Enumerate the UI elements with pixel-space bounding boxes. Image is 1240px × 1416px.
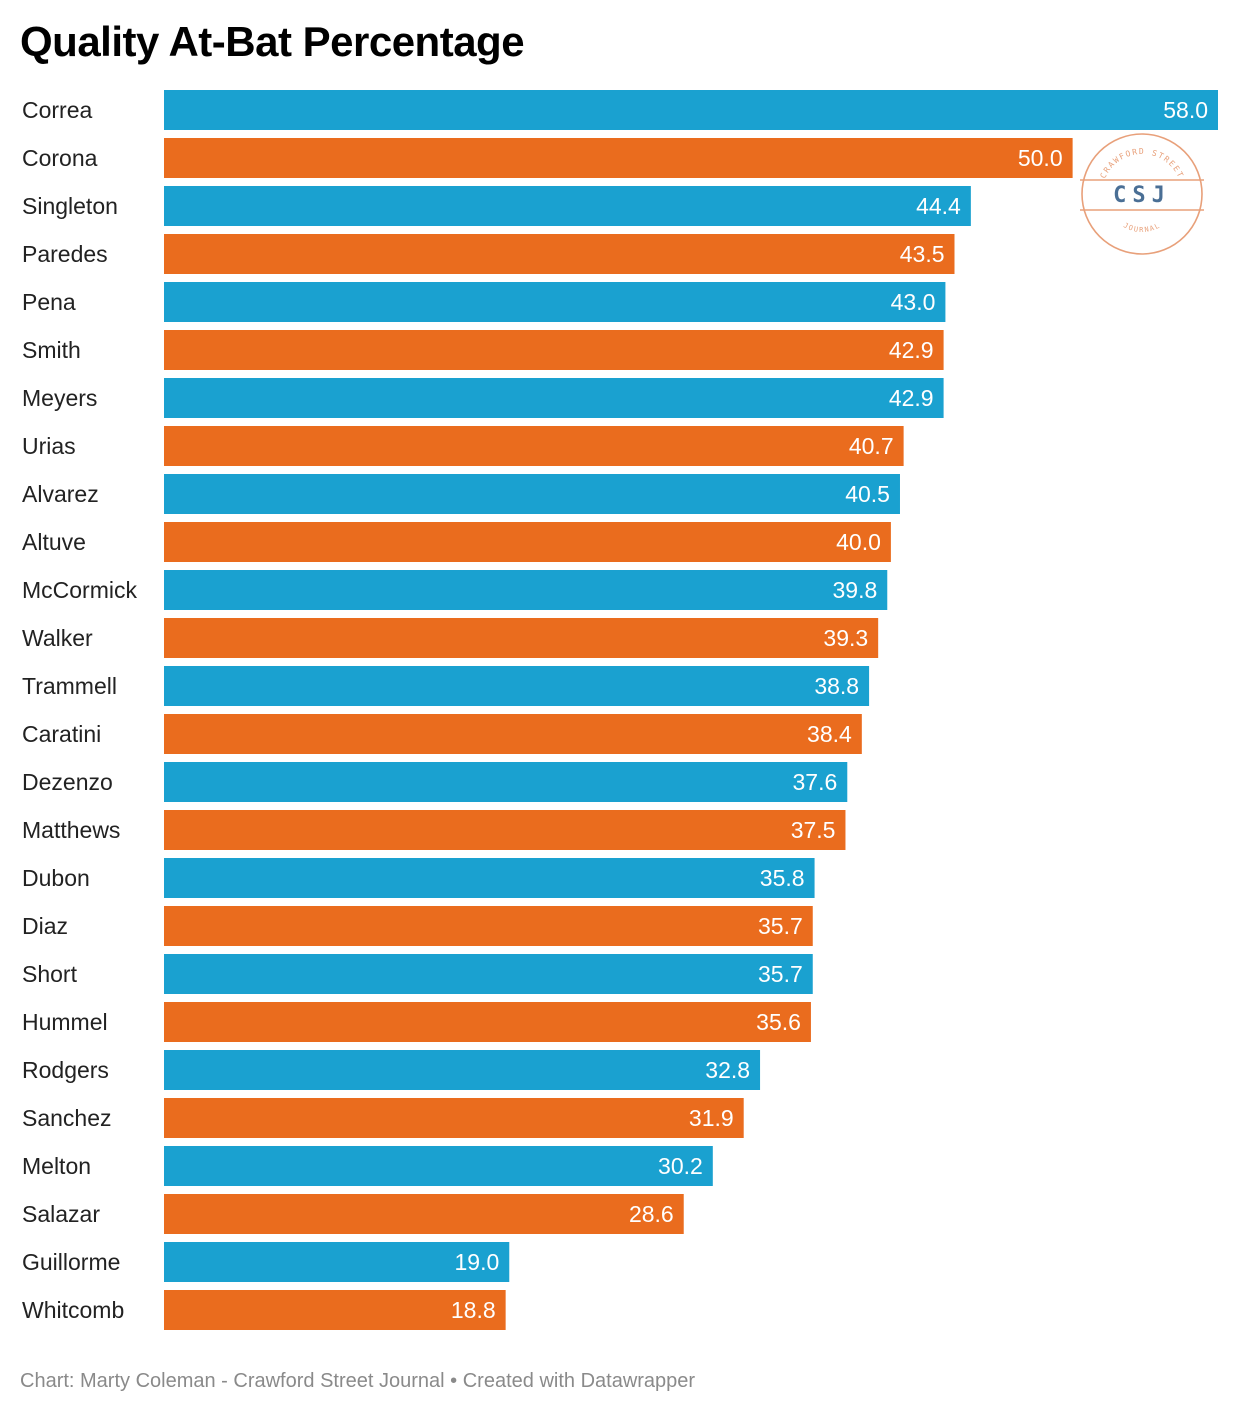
svg-text:CRAWFORD STREET: CRAWFORD STREET [1098, 147, 1185, 180]
value-label: 35.8 [760, 865, 805, 891]
category-label: Dezenzo [22, 769, 113, 795]
bar-correa [164, 90, 1218, 130]
value-label: 39.3 [823, 625, 868, 651]
bar-corona [164, 138, 1073, 178]
bar-pena [164, 282, 946, 322]
category-label: Corona [22, 145, 98, 171]
bar-meyers [164, 378, 944, 418]
bar-diaz [164, 906, 813, 946]
value-label: 42.9 [889, 337, 934, 363]
value-label: 58.0 [1163, 97, 1208, 123]
value-label: 43.5 [900, 241, 945, 267]
chart-footer: Chart: Marty Coleman - Crawford Street J… [20, 1370, 695, 1393]
logo-top-text: CRAWFORD STREET [1098, 147, 1184, 180]
footer-credit: Chart: Marty Coleman - Crawford Street J… [20, 1370, 445, 1392]
value-label: 35.7 [758, 961, 803, 987]
category-label: Dubon [22, 865, 90, 891]
category-label: Diaz [22, 913, 68, 939]
value-label: 37.5 [791, 817, 836, 843]
bar-altuve [164, 522, 891, 562]
category-label: Trammell [22, 673, 117, 699]
category-label: Whitcomb [22, 1297, 124, 1323]
bar-singleton [164, 186, 971, 226]
value-label: 40.7 [849, 433, 894, 459]
value-label: 30.2 [658, 1153, 703, 1179]
bar-whitcomb [164, 1290, 506, 1330]
value-label: 19.0 [455, 1249, 500, 1275]
bar-melton [164, 1146, 713, 1186]
bar-paredes [164, 234, 955, 274]
category-label: Caratini [22, 721, 101, 747]
value-label: 32.8 [705, 1057, 750, 1083]
category-label: Singleton [22, 193, 118, 219]
svg-text:JOURNAL: JOURNAL [1122, 221, 1162, 234]
bar-dubon [164, 858, 815, 898]
bar-short [164, 954, 813, 994]
value-label: 44.4 [916, 193, 961, 219]
bar-mccormick [164, 570, 888, 610]
category-label: Correa [22, 97, 93, 123]
bar-caratini [164, 714, 862, 754]
category-label: Sanchez [22, 1105, 112, 1131]
value-label: 40.5 [845, 481, 890, 507]
category-label: Melton [22, 1153, 91, 1179]
value-label: 38.4 [807, 721, 852, 747]
value-label: 35.7 [758, 913, 803, 939]
value-label: 37.6 [793, 769, 838, 795]
bar-dezenzo [164, 762, 848, 802]
value-label: 28.6 [629, 1201, 674, 1227]
bar-sanchez [164, 1098, 744, 1138]
value-label: 31.9 [689, 1105, 734, 1131]
value-label: 35.6 [756, 1009, 801, 1035]
value-label: 39.8 [832, 577, 877, 603]
category-label: Paredes [22, 241, 108, 267]
bar-trammell [164, 666, 870, 706]
value-label: 42.9 [889, 385, 934, 411]
bar-rodgers [164, 1050, 761, 1090]
category-label: Urias [22, 433, 76, 459]
bar-urias [164, 426, 904, 466]
chart-title: Quality At-Bat Percentage [20, 18, 525, 65]
footer-tool: Created with Datawrapper [462, 1370, 696, 1392]
category-label: Altuve [22, 529, 86, 555]
bar-chart: Correa 58.0 Corona 50.0 Singleton 44.4 Paredes… [22, 90, 1218, 1330]
bar-salazar [164, 1194, 684, 1234]
bar-walker [164, 618, 879, 658]
category-label: Matthews [22, 817, 120, 843]
logo-bottom-text: JOURNAL [1122, 221, 1160, 234]
footer-separator: • [450, 1370, 458, 1392]
bar-smith [164, 330, 944, 370]
category-label: Salazar [22, 1201, 100, 1227]
category-label: Pena [22, 289, 76, 315]
category-label: Short [22, 961, 78, 987]
logo-initials: CSJ [1113, 183, 1171, 208]
value-label: 50.0 [1018, 145, 1063, 171]
value-label: 40.0 [836, 529, 881, 555]
category-label: Alvarez [22, 481, 99, 507]
bar-hummel [164, 1002, 811, 1042]
category-label: Rodgers [22, 1057, 109, 1083]
value-label: 43.0 [891, 289, 936, 315]
category-label: Hummel [22, 1009, 108, 1035]
category-label: Guillorme [22, 1249, 120, 1275]
category-label: Walker [22, 625, 93, 651]
category-label: McCormick [22, 577, 137, 603]
category-label: Smith [22, 337, 81, 363]
category-label: Meyers [22, 385, 97, 411]
value-label: 38.8 [814, 673, 859, 699]
value-label: 18.8 [451, 1297, 496, 1323]
bar-guillorme [164, 1242, 510, 1282]
csj-logo: CRAWFORD STREET CSJ JOURNAL [1080, 133, 1204, 255]
bar-matthews [164, 810, 846, 850]
bar-alvarez [164, 474, 900, 514]
